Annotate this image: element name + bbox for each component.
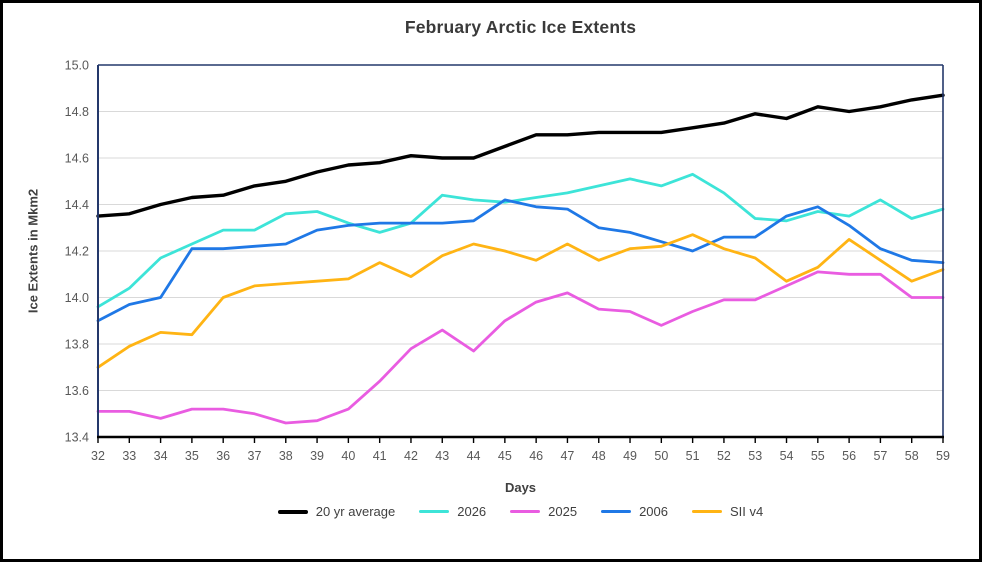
y-tick-label: 14.0 [65, 291, 89, 305]
legend-swatch [510, 510, 541, 513]
legend-swatch [692, 510, 722, 513]
plot-area: 32 33 34 35 36 37 38 39 40 41 42 43 44 45 46 47 48 49 50 51… [65, 59, 950, 464]
x-tick-label: 58 [905, 449, 919, 463]
series-line-2026 [96, 172, 945, 309]
y-tick-label: 14.4 [65, 198, 89, 212]
legend-label: 2006 [639, 504, 668, 519]
x-tick-label: 48 [592, 449, 606, 463]
y-tick-label: 14.8 [65, 105, 89, 119]
x-tick-label: 34 [154, 449, 168, 463]
series-line-sii-v4 [96, 233, 945, 369]
legend-item-2006: 2006 [601, 504, 668, 519]
x-tick-label: 44 [467, 449, 481, 463]
series-line-20-yr-average [96, 93, 945, 218]
y-tick-label: 15.0 [65, 59, 89, 73]
x-tick-label: 46 [529, 449, 543, 463]
x-tick-label: 52 [717, 449, 731, 463]
series-line-2025 [96, 270, 945, 425]
legend-label: 2025 [548, 504, 578, 519]
legend-item-2025: 2025 [510, 504, 577, 519]
legend-label: 2026 [457, 504, 487, 519]
x-tick-label: 49 [623, 449, 637, 463]
x-tick-label: 50 [654, 449, 668, 463]
legend-swatch [419, 510, 450, 513]
x-tick-label: 39 [310, 449, 324, 463]
x-tick-label: 51 [686, 449, 700, 463]
legend-label: 20 yr average [315, 504, 396, 519]
x-tick-label: 43 [435, 449, 449, 463]
x-tick-label: 35 [185, 449, 199, 463]
legend-item-20-yr-average: 20 yr average [277, 504, 396, 519]
x-tick-label: 42 [404, 449, 418, 463]
x-tick-label: 55 [811, 449, 825, 463]
legend-item-sii-v4: SII v4 [692, 504, 763, 519]
x-axis-title: Days [504, 480, 537, 495]
y-tick-label: 14.2 [65, 245, 89, 259]
x-tick-label: 40 [341, 449, 355, 463]
series-line-2006 [96, 198, 945, 323]
legend-swatch [601, 510, 632, 513]
x-tick-label: 41 [373, 449, 387, 463]
legend-swatch [277, 509, 308, 514]
y-tick-label: 13.4 [65, 431, 89, 445]
y-tick-label: 13.8 [65, 338, 89, 352]
x-tick-label: 45 [498, 449, 512, 463]
x-tick-label: 37 [248, 449, 262, 463]
legend-item-2026: 2026 [419, 504, 486, 519]
x-tick-label: 33 [122, 449, 136, 463]
x-tick-label: 47 [560, 449, 574, 463]
x-tick-label: 54 [780, 449, 794, 463]
x-tick-label: 53 [748, 449, 762, 463]
x-tick-label: 59 [936, 449, 950, 463]
x-tick-label: 57 [873, 449, 887, 463]
y-tick-label: 14.6 [65, 152, 89, 166]
legend-label: SII v4 [730, 504, 764, 519]
x-tick-label: 36 [216, 449, 230, 463]
y-tick-label: 13.6 [65, 384, 89, 398]
x-tick-label: 56 [842, 449, 856, 463]
legend: 20 yr average 2026 2025 2006 SII v4 [98, 504, 943, 519]
x-tick-label: 32 [91, 449, 105, 463]
chart-title: February Arctic Ice Extents [404, 17, 637, 37]
x-tick-label: 38 [279, 449, 293, 463]
